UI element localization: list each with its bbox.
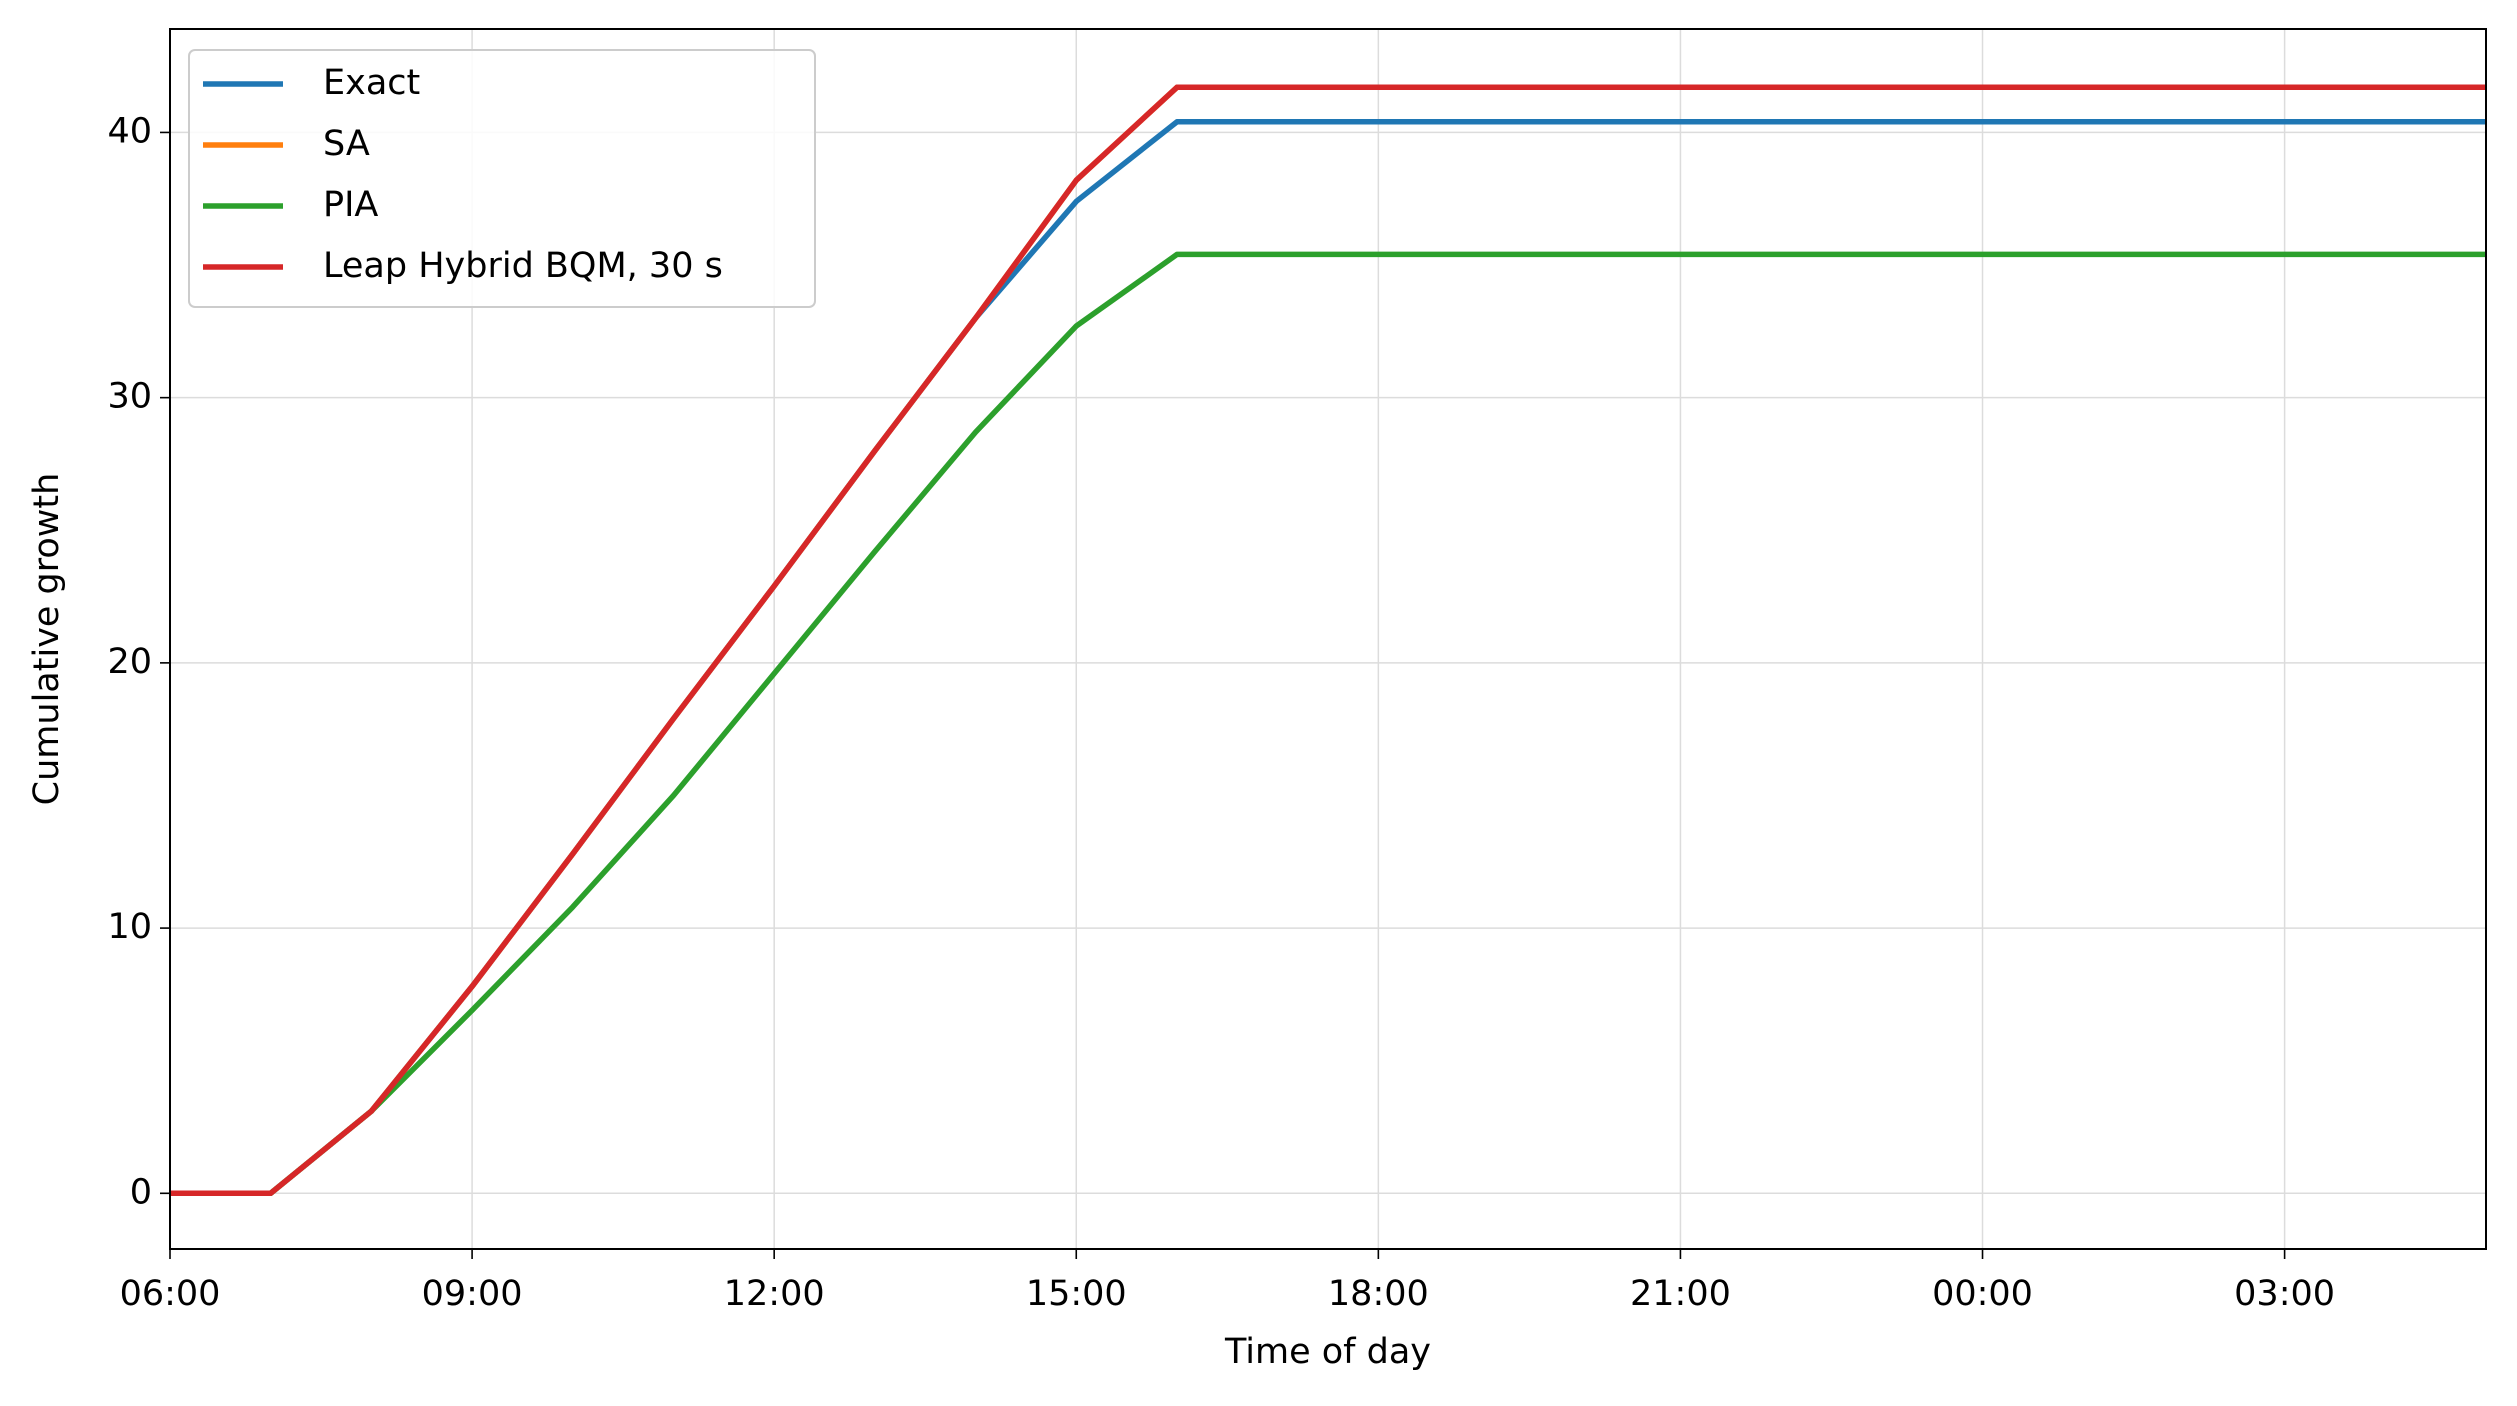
legend-label: Exact [323,63,420,103]
x-tick-label: 00:00 [1932,1274,2033,1314]
x-tick-label: 18:00 [1328,1274,1429,1314]
legend: Exact SA PIA Leap Hybrid BQM, 30 s [188,49,816,308]
plot-frame [169,28,2487,1250]
y-tick-label: 30 [107,377,152,417]
axes: 0 10 20 30 40 06:00 09:00 12:00 15:00 18:00 21:00 0… [107,111,2335,1314]
series-line [170,84,2486,1197]
x-tick-label: 12:00 [724,1274,825,1314]
y-tick-label: 20 [107,642,152,682]
x-tick-label: 06:00 [120,1274,221,1314]
y-tick-label: 10 [107,907,152,947]
series-line [170,251,2486,1197]
legend-box [188,49,816,308]
x-tick-label: 09:00 [422,1274,523,1314]
x-tick-label: 15:00 [1026,1274,1127,1314]
y-axis-label: Cumulative growth [27,473,67,806]
x-tick-label: 21:00 [1630,1274,1731,1314]
lines [170,84,2486,1197]
x-axis-label: Time of day [1224,1332,1431,1372]
y-tick-label: 40 [107,111,152,151]
legend-label: Leap Hybrid BQM, 30 s [323,246,723,286]
y-tick-label: 0 [130,1172,152,1212]
x-tick-label: 03:00 [2234,1274,2335,1314]
legend-label: SA [323,124,370,164]
legend-label: PIA [323,185,378,225]
